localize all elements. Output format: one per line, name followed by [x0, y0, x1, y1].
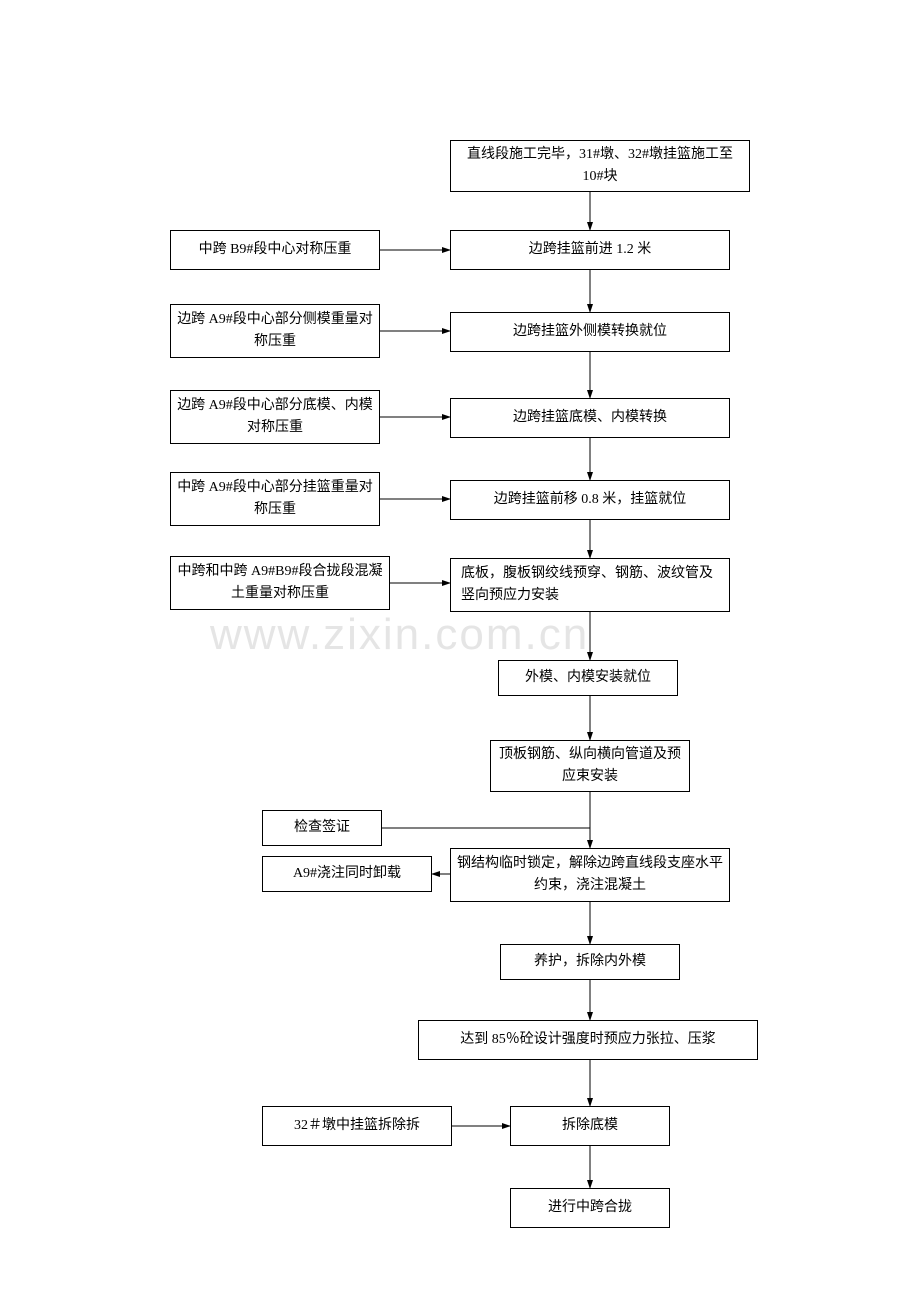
node-n8: 顶板钢筋、纵向横向管道及预应束安装 — [490, 740, 690, 792]
node-n12: 拆除底模 — [510, 1106, 670, 1146]
node-n6: 底板，腹板钢绞线预穿、钢筋、波纹管及竖向预应力安装 — [450, 558, 730, 612]
node-n4: 边跨挂篮底模、内模转换 — [450, 398, 730, 438]
node-s4: 中跨 A9#段中心部分挂篮重量对称压重 — [170, 472, 380, 526]
node-s1: 中跨 B9#段中心对称压重 — [170, 230, 380, 270]
flowchart-page: www.zixin.com.cn 直线段施工完毕，31#墩、32#墩挂篮施工至 … — [0, 0, 920, 1302]
node-s7: A9#浇注同时卸载 — [262, 856, 432, 892]
node-n13: 进行中跨合拢 — [510, 1188, 670, 1228]
node-s6: 检查签证 — [262, 810, 382, 846]
connectors-layer — [0, 0, 920, 1302]
node-n11: 达到 85％砼设计强度时预应力张拉、压浆 — [418, 1020, 758, 1060]
node-s5: 中跨和中跨 A9#B9#段合拢段混凝土重量对称压重 — [170, 556, 390, 610]
node-s3: 边跨 A9#段中心部分底模、内模对称压重 — [170, 390, 380, 444]
node-n10: 养护，拆除内外模 — [500, 944, 680, 980]
watermark: www.zixin.com.cn — [210, 610, 589, 660]
node-n2: 边跨挂篮前进 1.2 米 — [450, 230, 730, 270]
node-n9: 钢结构临时锁定，解除边跨直线段支座水平约束，浇注混凝土 — [450, 848, 730, 902]
node-n3: 边跨挂篮外侧模转换就位 — [450, 312, 730, 352]
node-s2: 边跨 A9#段中心部分侧模重量对称压重 — [170, 304, 380, 358]
node-n5: 边跨挂篮前移 0.8 米，挂篮就位 — [450, 480, 730, 520]
node-n1: 直线段施工完毕，31#墩、32#墩挂篮施工至 10#块 — [450, 140, 750, 192]
node-s8: 32＃墩中挂篮拆除拆 — [262, 1106, 452, 1146]
node-n7: 外模、内模安装就位 — [498, 660, 678, 696]
